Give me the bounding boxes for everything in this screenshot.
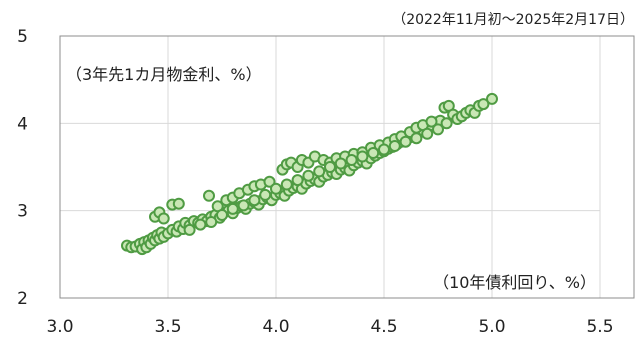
data-point — [425, 115, 438, 128]
data-point — [263, 175, 276, 188]
data-point — [291, 174, 304, 187]
data-point — [334, 157, 347, 170]
x-tick-label: 4.0 — [262, 317, 289, 337]
data-point — [477, 98, 490, 111]
data-point — [270, 182, 282, 195]
data-point — [248, 194, 261, 207]
data-point — [486, 92, 498, 105]
plot-frame — [59, 35, 635, 299]
x-tick-label: 5.5 — [586, 317, 613, 337]
data-point — [399, 135, 412, 148]
y-tick-label: 5 — [17, 27, 28, 47]
x-axis-label: （10年債利回り、%） — [433, 273, 596, 292]
data-point — [280, 178, 293, 191]
data-point — [313, 165, 326, 178]
tick-labels: 2 3 4 5 3.0 3.5 4.0 4.5 5.0 5.5 — [17, 27, 613, 337]
data-point — [157, 212, 170, 225]
data-point — [356, 150, 369, 163]
data-point — [345, 154, 358, 166]
data-point — [302, 169, 315, 182]
data-point — [324, 161, 336, 173]
x-tick-label: 4.5 — [370, 317, 397, 337]
data-point — [259, 188, 272, 201]
data-point — [388, 140, 401, 152]
chart-subtitle: （2022年11月初～2025年2月17日） — [392, 11, 634, 28]
x-tick-label: 5.0 — [478, 317, 505, 337]
data-point — [194, 218, 207, 231]
data-point — [172, 197, 185, 210]
data-point — [432, 123, 444, 136]
data-point — [440, 117, 453, 130]
data-point — [203, 189, 215, 202]
data-point — [367, 147, 380, 159]
x-tick-label: 3.5 — [154, 317, 181, 337]
data-point — [421, 127, 434, 140]
data-point — [205, 216, 218, 228]
data-point — [216, 209, 228, 221]
y-tick-label: 3 — [17, 202, 28, 222]
y-tick-label: 4 — [17, 114, 28, 134]
data-point — [378, 143, 390, 156]
data-point — [226, 202, 239, 215]
data-point — [183, 223, 196, 236]
data-point — [410, 132, 423, 145]
data-points — [121, 92, 498, 256]
y-tick-label: 2 — [17, 289, 28, 309]
y-axis-label: （3年先1カ月物金利、%） — [66, 65, 262, 84]
data-point — [237, 199, 250, 212]
x-tick-label: 3.0 — [46, 317, 73, 337]
